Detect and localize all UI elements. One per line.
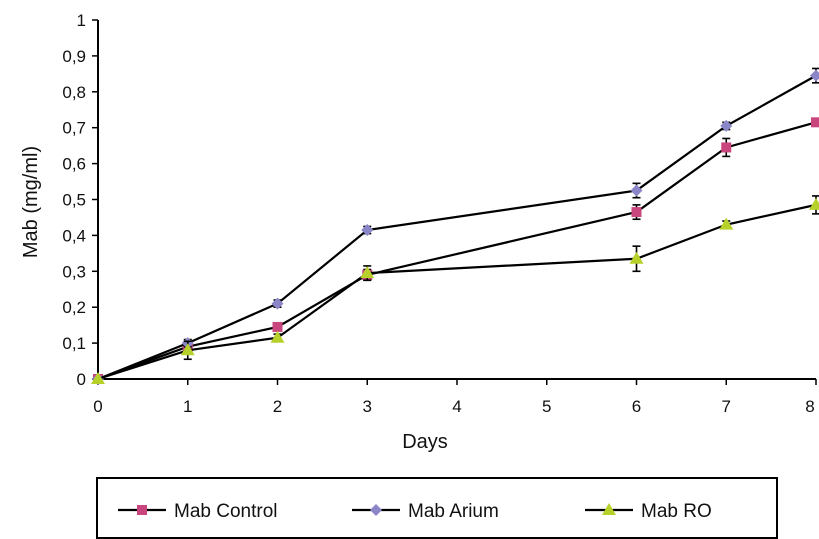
legend-marker	[137, 505, 147, 515]
data-point	[360, 266, 375, 279]
x-axis-title: Days	[402, 431, 448, 453]
data-point	[719, 217, 734, 230]
y-tick-label: 0,4	[62, 226, 86, 245]
legend: Mab Control Mab Arium Mab RO	[96, 477, 778, 539]
legend-label: Mab Control	[174, 501, 278, 522]
x-tick-label: 0	[93, 397, 102, 416]
data-point	[270, 330, 285, 343]
y-tick-label: 1	[77, 11, 86, 30]
legend-marker	[602, 503, 616, 515]
x-axis-ticks: 0 1 2 3 4 5 6 7 8	[93, 379, 817, 416]
y-axis-title: Mab (mg/ml)	[20, 146, 42, 258]
data-point	[91, 372, 105, 384]
legend-item: Mab RO	[585, 501, 712, 522]
x-tick-label: 5	[542, 397, 551, 416]
data-point	[361, 224, 374, 237]
series-layer	[91, 67, 819, 385]
y-tick-label: 0	[77, 370, 86, 389]
legend-label: Mab Arium	[408, 501, 499, 522]
y-tick-label: 0,5	[62, 191, 86, 210]
x-tick-label: 8	[805, 397, 814, 416]
series-mab-control	[93, 117, 819, 384]
data-point	[811, 117, 819, 128]
data-point	[629, 251, 644, 264]
y-tick-label: 0,7	[62, 119, 86, 138]
legend-item: Mab Arium	[352, 501, 499, 522]
data-point	[631, 207, 642, 218]
y-tick-label: 0,2	[62, 298, 86, 317]
legend-item: Mab Control	[118, 501, 278, 522]
y-tick-label: 0,3	[62, 262, 86, 281]
legend-marker	[370, 504, 382, 516]
y-tick-label: 0,6	[62, 155, 86, 174]
y-axis-ticks: 0 0,1 0,2 0,3 0,4 0,5 0,6 0,7 0,8 0,9 1	[62, 11, 98, 389]
y-tick-label: 0,9	[62, 47, 86, 66]
y-tick-label: 0,1	[62, 334, 86, 353]
legend-label: Mab RO	[641, 501, 712, 522]
legend-box	[96, 477, 778, 539]
data-point	[809, 197, 819, 210]
data-point	[271, 297, 284, 310]
x-tick-label: 4	[452, 397, 461, 416]
x-tick-label: 6	[632, 397, 641, 416]
series-line	[97, 74, 817, 381]
data-point	[630, 184, 643, 197]
series-mab-arium	[92, 67, 819, 385]
x-tick-label: 2	[273, 397, 282, 416]
data-point	[180, 343, 195, 356]
data-point	[272, 321, 283, 332]
data-point	[720, 119, 733, 132]
data-point	[810, 69, 819, 82]
series-mab-ro	[91, 195, 819, 384]
axes	[97, 20, 816, 380]
series-line	[97, 203, 817, 381]
series-line	[97, 121, 817, 381]
data-point	[721, 142, 732, 153]
x-tick-label: 1	[183, 397, 192, 416]
x-tick-label: 3	[363, 397, 372, 416]
x-tick-label: 7	[722, 397, 731, 416]
y-tick-label: 0,8	[62, 83, 86, 102]
